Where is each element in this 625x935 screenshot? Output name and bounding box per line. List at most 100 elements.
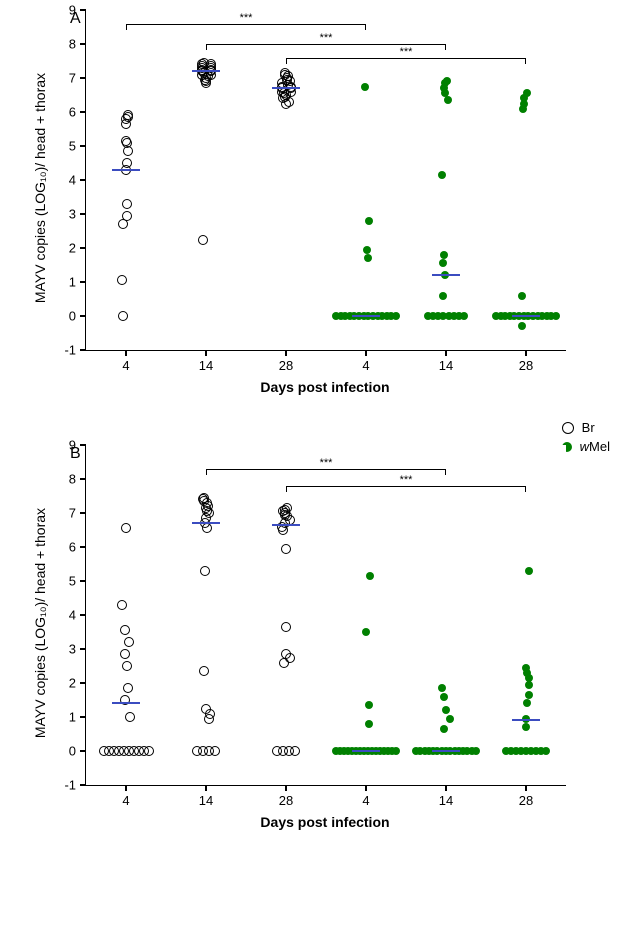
median-line [432,274,460,276]
x-tick-label: 4 [122,358,129,373]
y-tick-label: 6 [69,540,76,555]
br-point [201,704,211,714]
x-tick-label: 14 [199,793,213,808]
panel-a: A MAYV copies (LOG₁₀)/ head + thorax -10… [10,10,615,395]
br-point [290,746,300,756]
y-tick-label: 3 [69,207,76,222]
y-tick-label: 4 [69,173,76,188]
x-tick [525,785,527,791]
y-tick-label: 7 [69,71,76,86]
significance-bracket [286,58,526,59]
br-point [281,544,291,554]
x-tick [365,350,367,356]
wmel-point [438,684,446,692]
median-line [112,169,140,171]
br-point [122,158,132,168]
br-point [282,503,292,513]
wmel-point [552,312,560,320]
significance-bracket [206,469,446,470]
y-tick-label: 5 [69,139,76,154]
br-point [117,600,127,610]
br-point [122,661,132,671]
x-tick-label: 14 [439,793,453,808]
y-tick [80,784,86,786]
br-point [121,523,131,533]
x-tick-label: 14 [439,358,453,373]
wmel-point [439,259,447,267]
y-tick [80,716,86,718]
wmel-point [440,725,448,733]
y-tick-label: -1 [64,778,76,793]
br-point [200,566,210,576]
y-tick-label: 7 [69,506,76,521]
wmel-point [460,312,468,320]
y-tick-label: 6 [69,105,76,120]
significance-label: *** [240,12,253,24]
median-line [112,702,140,704]
y-tick-label: 9 [69,3,76,18]
br-point [280,68,290,78]
y-tick-label: 0 [69,744,76,759]
median-line [352,315,380,317]
x-tick [125,350,127,356]
panel-b: B MAYV copies (LOG₁₀)/ head + thorax -10… [10,445,615,830]
wmel-point [366,572,374,580]
br-point [123,146,133,156]
x-tick-label: 4 [362,793,369,808]
wmel-point [365,720,373,728]
y-axis-label-b: MAYV copies (LOG₁₀)/ head + thorax [32,463,48,783]
median-line [352,750,380,752]
y-tick [80,546,86,548]
y-tick-label: 1 [69,275,76,290]
y-tick [80,315,86,317]
y-tick-label: 8 [69,472,76,487]
br-point [281,649,291,659]
wmel-point [365,217,373,225]
br-point [124,637,134,647]
y-tick [80,648,86,650]
y-tick-label: -1 [64,343,76,358]
wmel-point [364,254,372,262]
br-point [199,666,209,676]
x-tick [285,785,287,791]
wmel-point [362,628,370,636]
x-tick [445,785,447,791]
br-point [122,199,132,209]
br-point [199,493,209,503]
median-line [512,315,540,317]
median-line [512,719,540,721]
y-tick [80,281,86,283]
y-tick [80,9,86,11]
br-point [121,136,131,146]
br-point [118,311,128,321]
significance-bracket [286,486,526,487]
y-tick [80,145,86,147]
y-tick-label: 8 [69,37,76,52]
br-point [123,110,133,120]
y-axis-label-a: MAYV copies (LOG₁₀)/ head + thorax [32,28,48,348]
br-point [125,712,135,722]
median-line [192,522,220,524]
y-tick [80,43,86,45]
x-tick [445,350,447,356]
significance-label: *** [320,457,333,469]
y-tick-label: 4 [69,608,76,623]
y-tick [80,247,86,249]
legend-marker-br [562,422,574,434]
median-line [272,524,300,526]
plot-area-b: -101234567894142841428****** [85,445,566,786]
wmel-point [525,691,533,699]
wmel-point [523,699,531,707]
br-point [122,211,132,221]
x-tick-label: 28 [279,358,293,373]
median-line [432,750,460,752]
figure-container: A MAYV copies (LOG₁₀)/ head + thorax -10… [10,10,615,830]
y-tick-label: 5 [69,574,76,589]
median-line [192,70,220,72]
y-tick [80,213,86,215]
x-tick-label: 28 [519,358,533,373]
br-point [120,625,130,635]
x-tick-label: 4 [362,358,369,373]
x-tick-label: 4 [122,793,129,808]
y-tick [80,349,86,351]
